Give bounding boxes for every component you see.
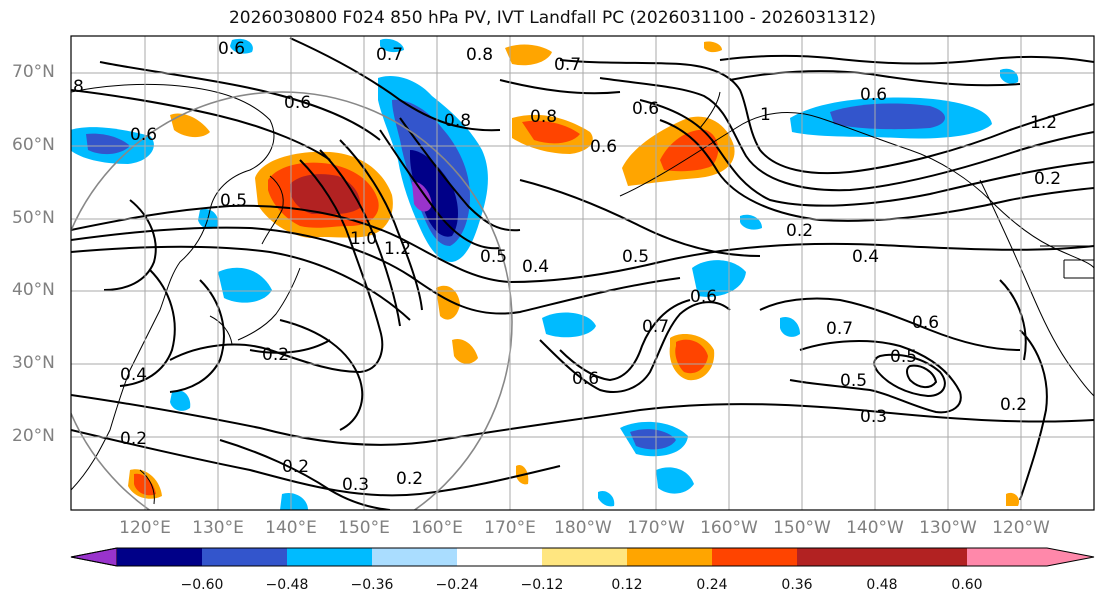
contour-label: 0.6 xyxy=(690,287,717,307)
lat-label-50n: 50°N xyxy=(12,208,55,228)
colorbar-bin xyxy=(627,548,712,566)
lon-label-160w: 160°W xyxy=(700,518,758,538)
lon-label-130e: 130°E xyxy=(192,518,244,538)
colorbar-tick: −0.48 xyxy=(265,577,309,593)
contour-label: 0.5 xyxy=(622,247,649,267)
lon-label-170w: 170°W xyxy=(627,518,685,538)
lat-label-40n: 40°N xyxy=(12,280,55,300)
colorbar-tick: 0.36 xyxy=(781,577,813,593)
lon-label-140e: 140°E xyxy=(265,518,317,538)
map-frame xyxy=(70,35,1095,511)
colorbar-bin xyxy=(797,548,882,566)
colorbar-bin xyxy=(287,548,372,566)
contour-label: 0.3 xyxy=(342,475,369,495)
contour-label: 0.3 xyxy=(860,407,887,427)
colorbar-tick: −0.24 xyxy=(435,577,479,593)
contour-label: 1 xyxy=(760,105,771,125)
contour-label: 0.5 xyxy=(480,247,507,267)
contour-label: 0.4 xyxy=(522,257,549,277)
lon-label-150e: 150°E xyxy=(338,518,390,538)
contour-label: 0.7 xyxy=(826,319,853,339)
contour-label: 0.8 xyxy=(466,45,493,65)
contour-label: 0.6 xyxy=(218,39,245,59)
lon-label-180w: 180°W xyxy=(554,518,612,538)
lat-label-20n: 20°N xyxy=(12,426,55,446)
contour-label: 0.6 xyxy=(912,313,939,333)
radius-circle xyxy=(71,91,513,510)
contour-label: 0.5 xyxy=(840,371,867,391)
contour-label: 0.2 xyxy=(1000,395,1027,415)
colorbar-tick: 0.12 xyxy=(611,577,643,593)
lon-label-160e: 160°E xyxy=(411,518,463,538)
colorbar-bin xyxy=(202,548,287,566)
colorbar-bin xyxy=(457,548,542,566)
contour-label: 0.5 xyxy=(890,347,917,367)
coastlines xyxy=(71,83,1094,505)
map-title: 2026030800 F024 850 hPa PV, IVT Landfall… xyxy=(228,8,876,28)
contour-label: 1.2 xyxy=(384,239,411,259)
lon-label-170e: 170°E xyxy=(484,518,536,538)
contour-label: 1.2 xyxy=(1030,113,1057,133)
pv-shading xyxy=(71,38,1020,510)
contour-label: 0.2 xyxy=(1034,169,1061,189)
lon-label-120e: 120°E xyxy=(119,518,171,538)
contour-label: 0.6 xyxy=(284,93,311,113)
contour-label: 0.6 xyxy=(632,99,659,119)
lon-label-120w: 120°W xyxy=(992,518,1050,538)
contour-label: 0.7 xyxy=(554,55,581,75)
lat-label-60n: 60°N xyxy=(12,135,55,155)
lon-label-140w: 140°W xyxy=(846,518,904,538)
contour-label: 0.2 xyxy=(262,345,289,365)
gridlines xyxy=(71,36,1094,510)
contour-label: 0.4 xyxy=(120,365,147,385)
map-panel: 0.6 0.7 0.8 0.7 0.6 0.8 0.6 0.8 0.6 1 0.… xyxy=(70,35,1095,511)
colorbar-bin xyxy=(117,548,202,566)
lon-label-130w: 130°W xyxy=(919,518,977,538)
colorbar-extend-max-tip xyxy=(967,548,1094,566)
contour-label: 0.8 xyxy=(530,107,557,127)
contour-label: 0.2 xyxy=(786,221,813,241)
colorbar-tick: 0.60 xyxy=(951,577,983,593)
colorbar-tick: −0.12 xyxy=(520,577,564,593)
lon-label-150w: 150°W xyxy=(773,518,831,538)
contour-label: 0.2 xyxy=(396,469,423,489)
contour-label: 8 xyxy=(73,77,84,97)
colorbar-bin xyxy=(372,548,457,566)
contour-label: 0.7 xyxy=(642,317,669,337)
colorbar-extend-max xyxy=(882,548,967,566)
colorbar-tick: −0.60 xyxy=(180,577,224,593)
contour-label: 0.6 xyxy=(590,137,617,157)
colorbar-bin xyxy=(712,548,797,566)
contour-label: 0.6 xyxy=(130,125,157,145)
contour-label: 0.6 xyxy=(572,369,599,389)
lat-label-30n: 30°N xyxy=(12,353,55,373)
colorbar-tick: 0.24 xyxy=(696,577,728,593)
colorbar-outline xyxy=(70,547,1095,567)
contour-label: 0.8 xyxy=(444,111,471,131)
colorbar-bin xyxy=(542,548,627,566)
contour-label: 0.2 xyxy=(282,457,309,477)
contour-label: 0.7 xyxy=(376,45,403,65)
colorbar-tick: 0.48 xyxy=(866,577,898,593)
lat-label-70n: 70°N xyxy=(12,62,55,82)
contour-label: 1.0 xyxy=(350,229,377,249)
contour-label: 0.5 xyxy=(220,191,247,211)
colorbar-tick: −0.36 xyxy=(350,577,394,593)
colorbar-extend-min xyxy=(70,547,118,567)
contour-label: 0.6 xyxy=(860,85,887,105)
contour-label: 0.4 xyxy=(852,247,879,267)
contour-label: 0.2 xyxy=(120,429,147,449)
pv-contours xyxy=(71,37,1094,510)
